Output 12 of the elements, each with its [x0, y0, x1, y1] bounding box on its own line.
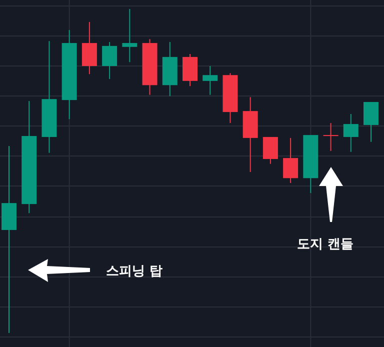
candlestick	[283, 137, 298, 184]
candlestick	[343, 113, 358, 152]
annotation: 스피닝 탑	[106, 264, 163, 279]
candlestick	[202, 66, 218, 96]
candlestick	[262, 136, 278, 164]
candlestick	[364, 101, 378, 142]
candlestick	[82, 21, 97, 75]
candlestick	[102, 42, 118, 80]
candlestick	[323, 122, 338, 152]
annotation: 도지 캔들	[297, 237, 354, 252]
candlestick	[122, 8, 138, 63]
candlestick	[182, 54, 198, 87]
